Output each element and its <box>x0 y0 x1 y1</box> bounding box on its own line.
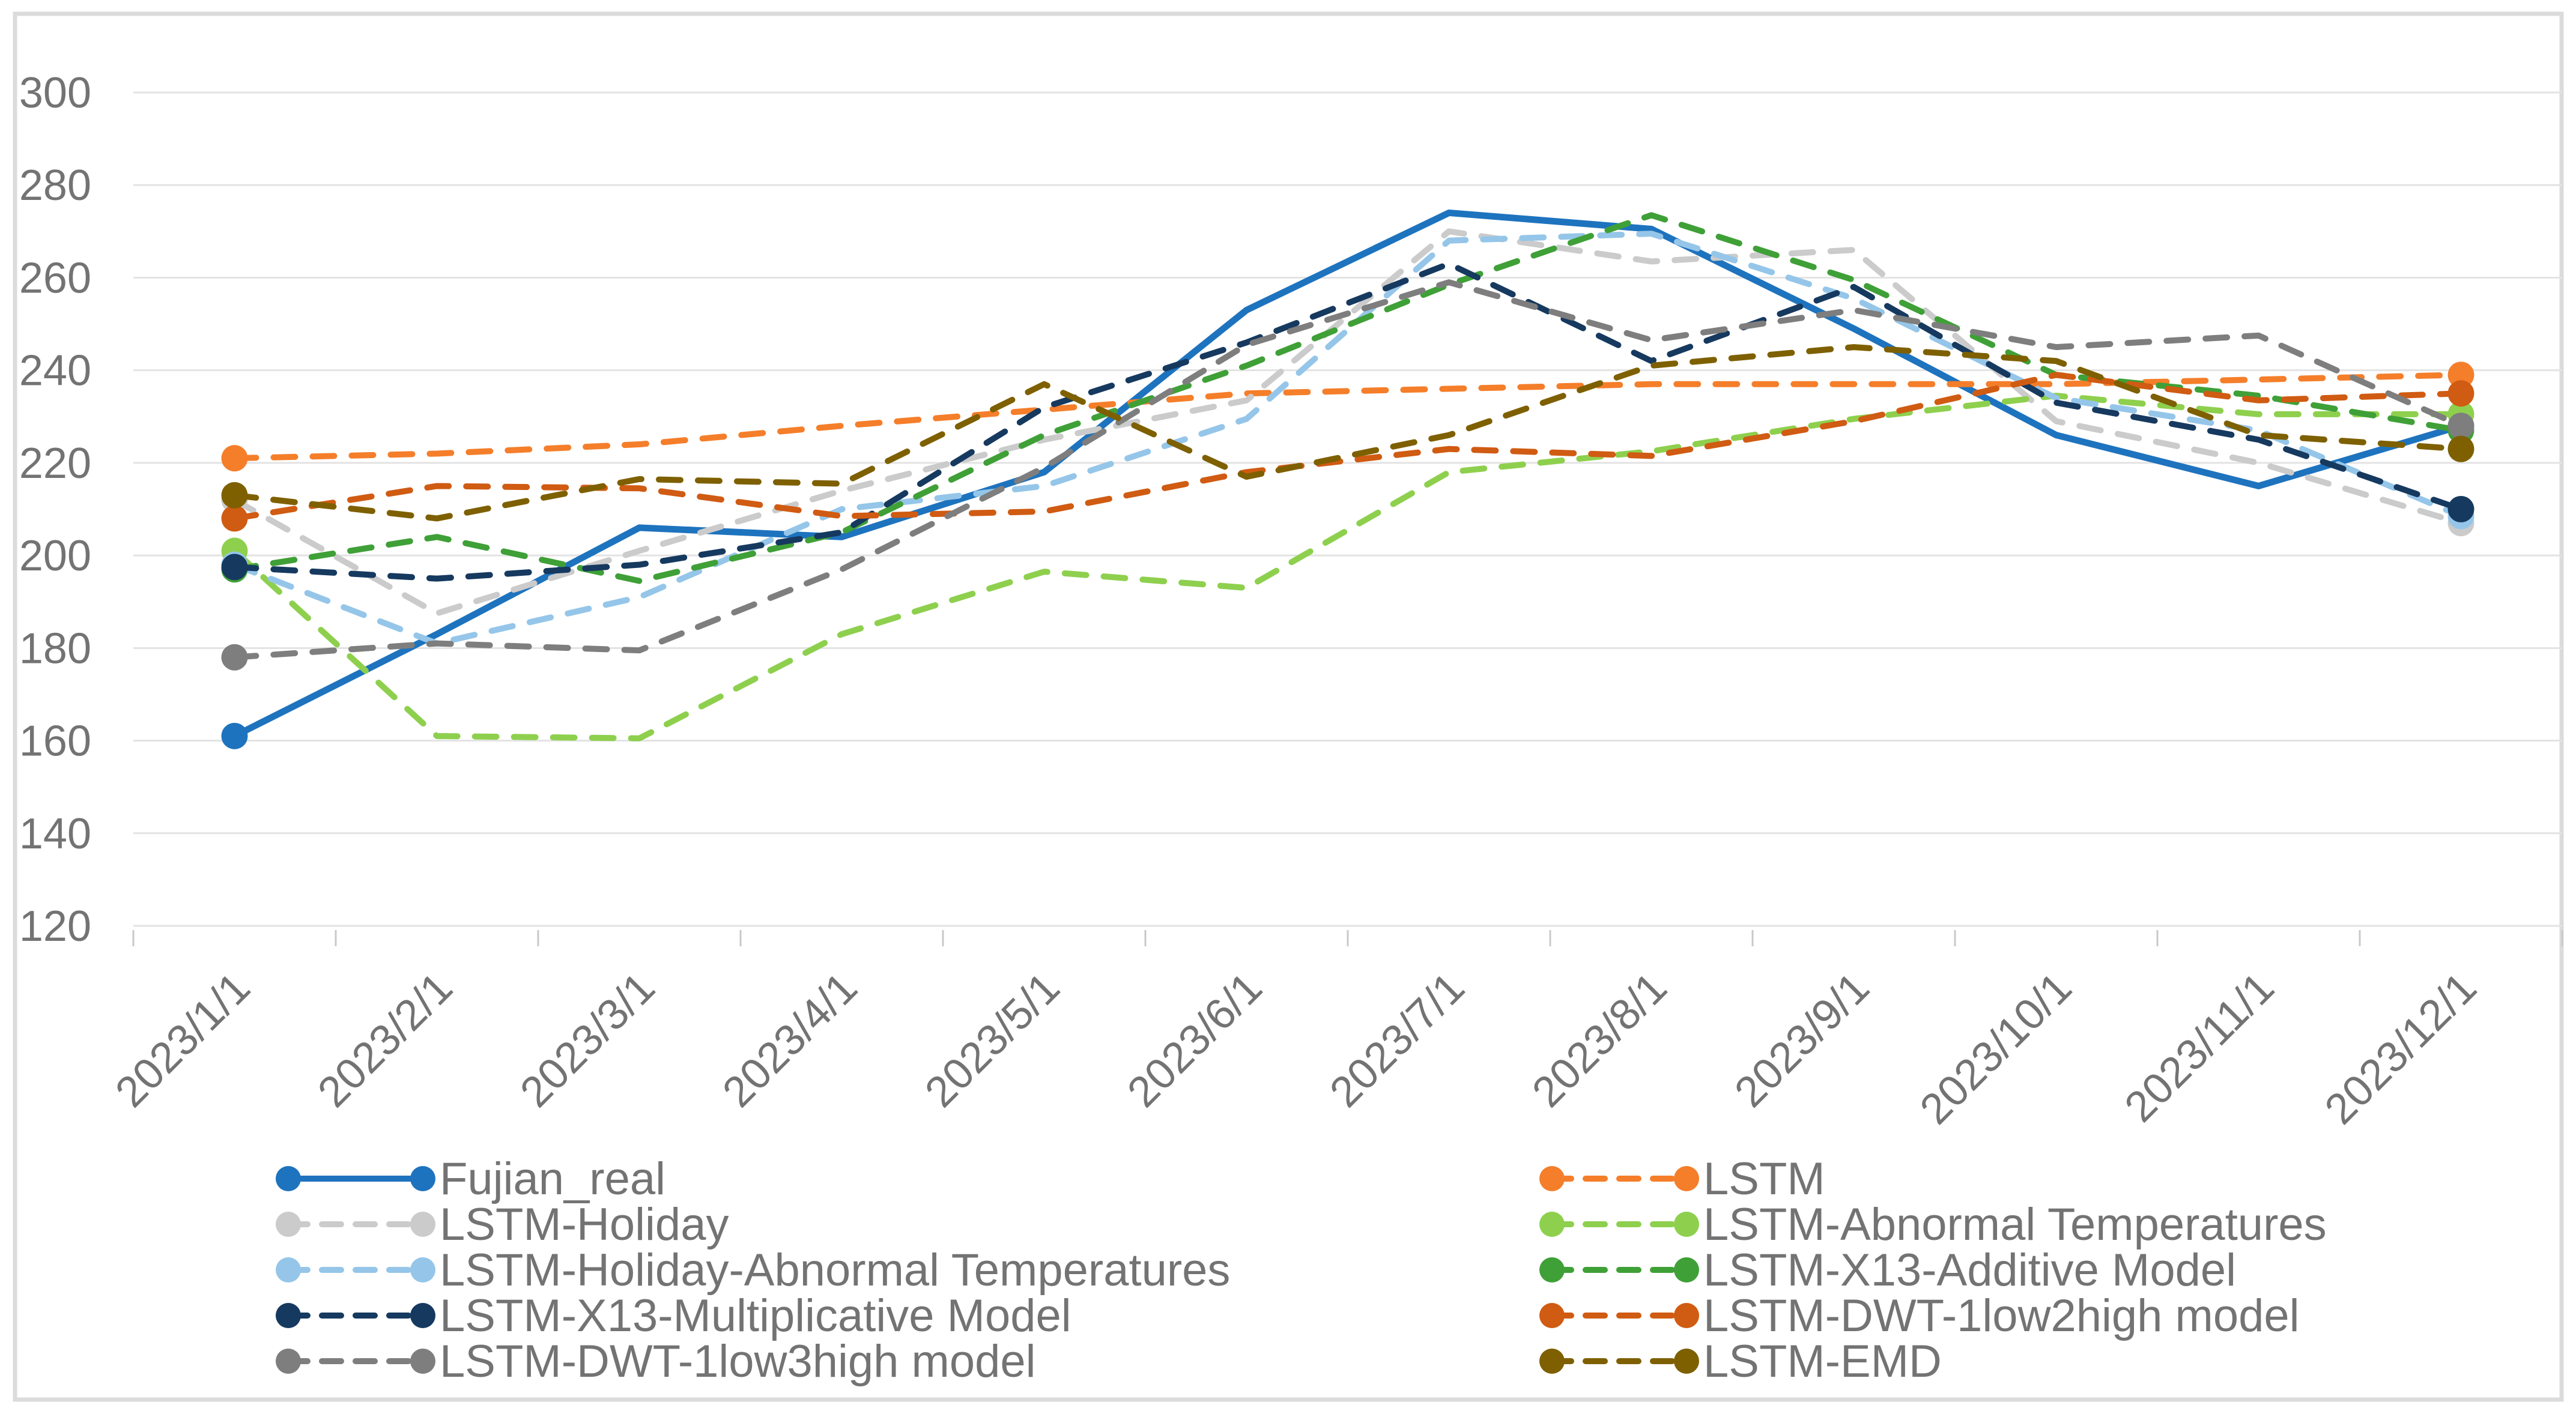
y-axis-label-120: 120 <box>19 902 91 950</box>
legend-item-lstm[interactable]: LSTM <box>1539 1153 1825 1204</box>
series-marker-lstm-end[interactable] <box>2447 361 2474 388</box>
x-axis-label-2023-2-1: 2023/2/1 <box>309 964 462 1117</box>
series-line-lstm[interactable] <box>231 372 2464 462</box>
series-line-lstm-dwt-1low2high-model[interactable] <box>231 372 2464 522</box>
legend-sample-line-icon <box>276 1257 435 1283</box>
legend-item-lstm-abnormal-temperatures[interactable]: LSTM-Abnormal Temperatures <box>1539 1199 2327 1250</box>
legend-sample-marker <box>1539 1166 1565 1191</box>
legend-sample-line-icon <box>1539 1166 1699 1191</box>
series-line-lstm-holiday[interactable] <box>231 228 2464 617</box>
series-marker-lstm-emd-start[interactable] <box>221 482 248 509</box>
legend-sample-marker <box>410 1212 435 1237</box>
legend-label: LSTM-Abnormal Temperatures <box>1703 1198 2327 1250</box>
series-line-lstm-dwt-1low3high-model[interactable] <box>231 279 2464 660</box>
legend-sample-marker <box>410 1349 435 1374</box>
x-axis-label-2023-3-1: 2023/3/1 <box>511 964 664 1117</box>
chart-border <box>13 11 2564 1402</box>
legend-sample-marker <box>1539 1349 1565 1374</box>
legend-label: LSTM-X13-Multiplicative Model <box>440 1290 1071 1341</box>
legend-sample-line-icon <box>1539 1303 1699 1328</box>
legend-label: LSTM-Holiday-Abnormal Temperatures <box>440 1244 1231 1296</box>
legend-sample-line-icon <box>276 1212 435 1237</box>
legend-sample-line-icon <box>1539 1349 1699 1374</box>
series-marker-fujian-real-start[interactable] <box>221 722 248 749</box>
legend-sample-marker <box>1674 1166 1699 1191</box>
legend-item-lstm-holiday-abnormal-temperatures[interactable]: LSTM-Holiday-Abnormal Temperatures <box>275 1245 1230 1296</box>
legend-sample-marker <box>410 1257 435 1283</box>
legend-label: LSTM-DWT-1low3high model <box>440 1335 1036 1387</box>
legend-sample-marker <box>1539 1303 1565 1328</box>
legend-label: LSTM-X13-Additive Model <box>1703 1244 2237 1296</box>
series-marker-lstm-x13-multiplicative-model-end[interactable] <box>2447 495 2474 522</box>
series-marker-lstm-emd-end[interactable] <box>2447 435 2474 462</box>
legend-item-lstm-holiday[interactable]: LSTM-Holiday <box>275 1199 729 1250</box>
series-marker-lstm-dwt-1low3high-model-start[interactable] <box>221 644 248 671</box>
y-axis-label-160: 160 <box>19 718 91 766</box>
legend-sample-line-icon <box>1539 1212 1699 1237</box>
x-axis-label-2023-11-1: 2023/11/1 <box>2116 964 2284 1131</box>
legend-sample-marker <box>276 1212 301 1237</box>
legend-item-lstm-emd[interactable]: LSTM-EMD <box>1539 1336 1942 1387</box>
legend-sample-line-icon <box>276 1303 435 1328</box>
legend-sample-marker <box>1674 1212 1699 1237</box>
legend-item-fujian-real[interactable]: Fujian_real <box>275 1153 665 1204</box>
series-marker-lstm-dwt-1low2high-model-end[interactable] <box>2447 380 2474 407</box>
legend-item-lstm-dwt-1low3high-model[interactable]: LSTM-DWT-1low3high model <box>275 1336 1036 1387</box>
x-axis-label-2023-4-1: 2023/4/1 <box>714 964 867 1117</box>
legend-sample-marker <box>410 1166 435 1191</box>
x-axis-label-2023-12-1: 2023/12/1 <box>2316 964 2486 1134</box>
legend-label: LSTM-Holiday <box>440 1198 729 1250</box>
legend-label: LSTM-EMD <box>1703 1335 1942 1387</box>
series-line-lstm-x13-multiplicative-model[interactable] <box>231 261 2464 582</box>
series-marker-lstm-start[interactable] <box>221 445 248 472</box>
legend-sample-marker <box>1539 1257 1565 1283</box>
x-axis-label-2023-9-1: 2023/9/1 <box>1726 964 1879 1117</box>
legend-sample-marker <box>276 1257 301 1283</box>
legend-sample-marker <box>276 1166 301 1191</box>
x-axis-label-2023-1-1: 2023/1/1 <box>106 964 259 1117</box>
y-axis-label-280: 280 <box>19 162 91 210</box>
legend-item-lstm-dwt-1low2high-model[interactable]: LSTM-DWT-1low2high model <box>1539 1290 2300 1341</box>
x-axis-label-2023-6-1: 2023/6/1 <box>1118 964 1271 1117</box>
legend-sample-line-icon <box>276 1166 435 1191</box>
y-axis-label-260: 260 <box>19 254 91 302</box>
y-axis-label-180: 180 <box>19 624 91 672</box>
legend-sample-marker <box>1674 1257 1699 1283</box>
y-axis-label-220: 220 <box>19 440 91 488</box>
y-axis-label-240: 240 <box>19 347 91 395</box>
legend-sample-line-icon <box>1539 1257 1699 1283</box>
legend-sample-line-icon <box>276 1349 435 1374</box>
x-axis-label-2023-7-1: 2023/7/1 <box>1321 964 1474 1117</box>
legend-sample-marker <box>1674 1303 1699 1328</box>
series-line-lstm-x13-additive-model[interactable] <box>231 212 2464 584</box>
y-axis-label-300: 300 <box>19 69 91 117</box>
series-line-lstm-holiday-abnormal-temperatures[interactable] <box>231 231 2464 647</box>
series-line-lstm-abnormal-temperatures[interactable] <box>231 393 2464 742</box>
y-axis-label-140: 140 <box>19 810 91 858</box>
series-line-fujian-real[interactable] <box>231 209 2464 740</box>
legend-label: LSTM <box>1703 1153 1825 1204</box>
series-marker-lstm-dwt-1low2high-model-start[interactable] <box>221 505 248 532</box>
legend-item-lstm-x13-additive-model[interactable]: LSTM-X13-Additive Model <box>1539 1245 2236 1296</box>
x-axis-label-2023-10-1: 2023/10/1 <box>1911 964 2081 1134</box>
x-axis-label-2023-8-1: 2023/8/1 <box>1523 964 1676 1117</box>
legend-sample-marker <box>410 1303 435 1328</box>
series-marker-lstm-x13-multiplicative-model-start[interactable] <box>221 554 248 581</box>
legend-sample-marker <box>1539 1212 1565 1237</box>
series-line-lstm-emd[interactable] <box>231 344 2464 522</box>
legend-item-lstm-x13-multiplicative-model[interactable]: LSTM-X13-Multiplicative Model <box>275 1290 1071 1341</box>
legend-sample-marker <box>276 1349 301 1374</box>
series-marker-lstm-dwt-1low3high-model-end[interactable] <box>2447 412 2474 440</box>
legend-label: Fujian_real <box>440 1153 665 1204</box>
y-axis-label-200: 200 <box>19 532 91 580</box>
legend-sample-marker <box>1674 1349 1699 1374</box>
x-axis-label-2023-5-1: 2023/5/1 <box>916 964 1069 1117</box>
legend-label: LSTM-DWT-1low2high model <box>1703 1290 2300 1341</box>
legend-sample-marker <box>276 1303 301 1328</box>
